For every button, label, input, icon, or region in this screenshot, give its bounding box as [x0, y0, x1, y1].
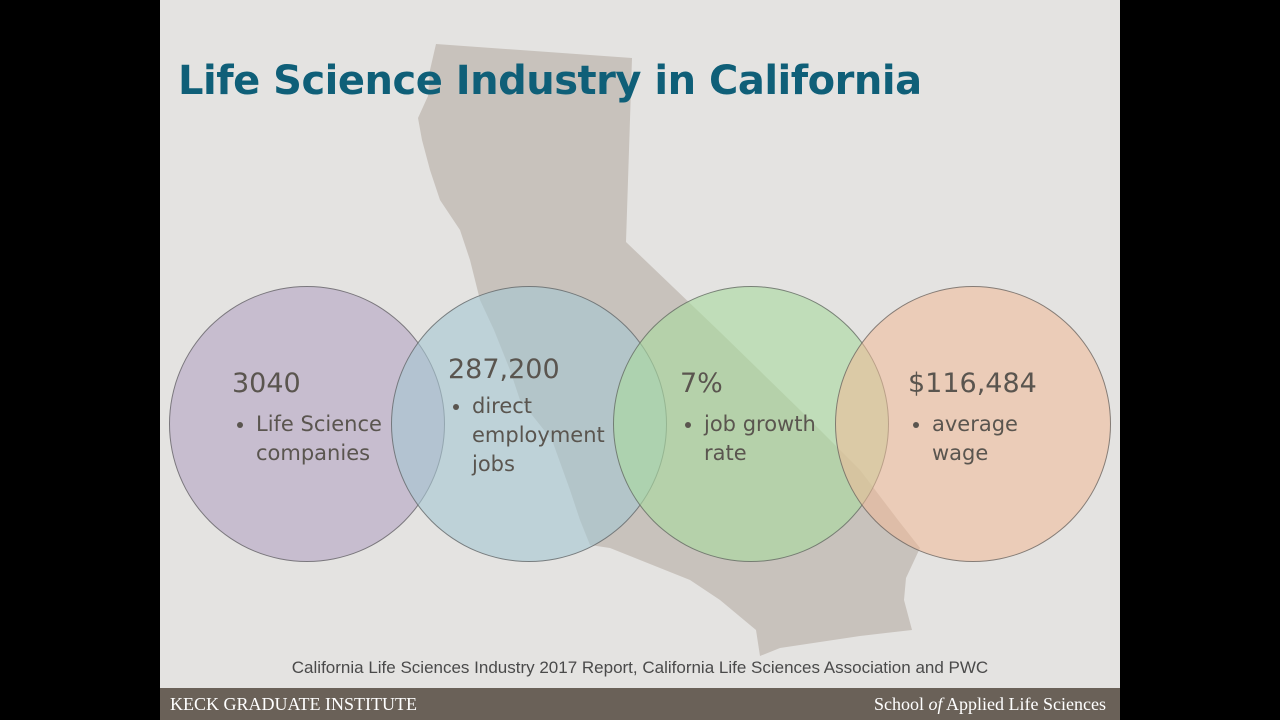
school-name-italic: of — [928, 694, 943, 714]
stat-value: $116,484 — [908, 368, 1037, 399]
stat-value: 3040 — [232, 368, 301, 399]
stat-growth: 7% job growth rate — [680, 368, 834, 468]
page-title: Life Science Industry in California — [178, 58, 922, 104]
school-name-part: Applied Life Sciences — [942, 694, 1106, 714]
stat-value: 7% — [680, 368, 723, 399]
stat-circle-wage — [835, 286, 1111, 562]
stat-jobs: 287,200 direct employment jobs — [448, 354, 612, 479]
school-name-part: School — [874, 694, 929, 714]
stat-value: 287,200 — [448, 354, 560, 385]
institute-name: KECK GRADUATE INSTITUTE — [170, 694, 417, 714]
slide: Life Science Industry in California 3040… — [160, 0, 1120, 720]
stat-wage: $116,484 average wage — [908, 368, 1037, 468]
stat-label: direct employment jobs — [472, 392, 612, 479]
stat-label: Life Science companies — [256, 410, 386, 468]
source-citation: California Life Sciences Industry 2017 R… — [291, 658, 989, 677]
school-name: School of Applied Life Sciences — [874, 694, 1106, 715]
stat-companies: 3040 Life Science companies — [232, 368, 386, 468]
stat-label: average wage — [932, 410, 1022, 468]
footer-bar: KECK GRADUATE INSTITUTE School of Applie… — [160, 688, 1120, 720]
stat-label: job growth rate — [704, 410, 834, 468]
